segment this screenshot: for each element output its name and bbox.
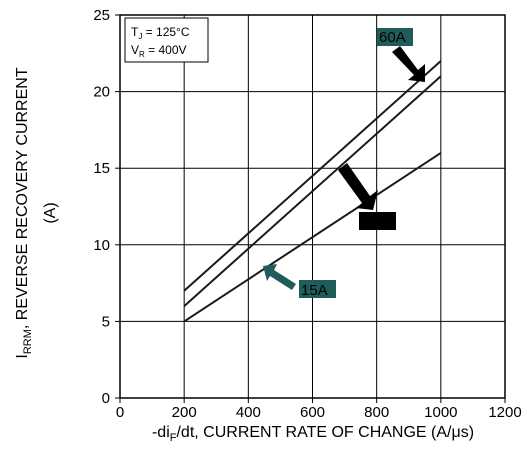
series-label-15a-bg (299, 280, 336, 298)
x-tick-label-2: 400 (236, 404, 261, 421)
y-tick-label-2: 10 (93, 237, 110, 254)
y-tick-labels: 0 5 10 15 20 25 (93, 7, 120, 407)
arrow-60a (392, 46, 425, 82)
series-lines (183, 60, 442, 323)
y-axis-title-line2: (A) (42, 202, 59, 223)
series-label-60a-text: 60A (379, 29, 406, 46)
series-label-15a: 15A (299, 280, 336, 299)
x-tick-labels: 0 200 400 600 800 1000 1200 (116, 398, 522, 421)
y-tick-label-1: 5 (102, 313, 110, 330)
series-line-0 (183, 60, 442, 292)
x-tick-label-0: 0 (116, 404, 124, 421)
series-line-2 (183, 152, 442, 323)
y-axis-title: IRRM, REVERSE RECOVERY CURRENT (A) (14, 67, 59, 358)
y-tick-label-5: 25 (93, 7, 110, 24)
y-tick-label-3: 15 (93, 160, 110, 177)
arrow-15a (263, 264, 296, 290)
middle-series-marker (359, 212, 396, 230)
x-tick-label-6: 1200 (488, 404, 521, 421)
middle-series-pointer (338, 163, 396, 230)
x-tick-label-1: 200 (172, 404, 197, 421)
x-tick-label-4: 800 (364, 404, 389, 421)
arrow-middle (338, 163, 378, 210)
series-label-15a-text: 15A (301, 282, 328, 299)
legend-line-tj: TJ = 125°C (131, 25, 190, 41)
legend-box: TJ = 125°C VR = 400V (124, 17, 209, 63)
x-tick-label-5: 1000 (424, 404, 457, 421)
y-tick-label-4: 20 (93, 84, 110, 101)
x-axis-title: -diF/dt, CURRENT RATE OF CHANGE (A/μs) (152, 424, 474, 444)
y-tick-label-0: 0 (102, 390, 110, 407)
y-axis-title-line1: IRRM, REVERSE RECOVERY CURRENT (14, 67, 34, 358)
series-label-60a: 60A (377, 28, 413, 46)
series-label-60a-bg (377, 28, 413, 46)
x-tick-label-3: 600 (300, 404, 325, 421)
series-line-1 (183, 75, 442, 307)
legend-line-vr: VR = 400V (131, 43, 187, 59)
grid (120, 15, 505, 398)
